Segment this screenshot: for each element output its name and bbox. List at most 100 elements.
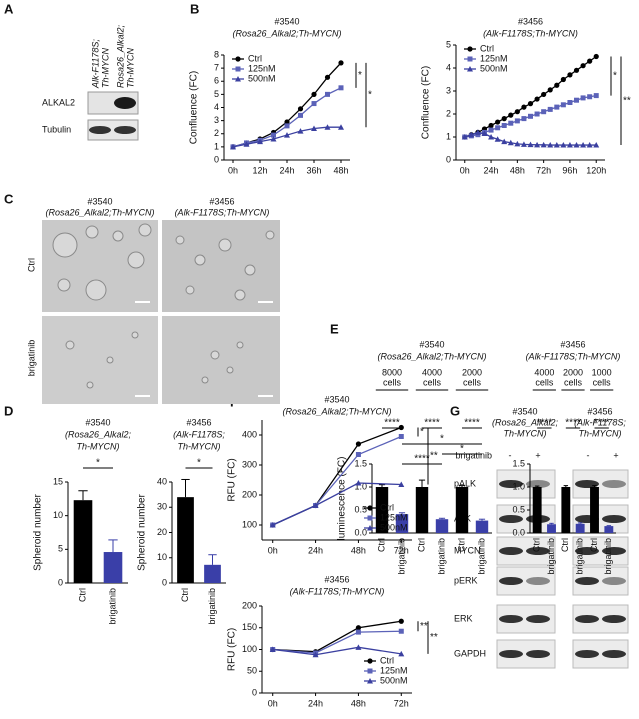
x-tick-label: Ctrl — [77, 588, 87, 602]
marker — [488, 127, 494, 133]
marker — [573, 142, 580, 148]
x-tick-label: 72h — [536, 165, 551, 175]
row-label: MYCN — [454, 545, 481, 555]
row-label: pALK — [454, 478, 476, 488]
bar — [455, 487, 469, 533]
marker — [324, 124, 331, 130]
y-tick-label: 0 — [214, 154, 219, 164]
y-tick-label: 0 — [162, 577, 167, 587]
marker — [230, 143, 236, 150]
marker — [580, 95, 586, 101]
band — [602, 577, 626, 585]
legend-label: Ctrl — [248, 53, 262, 63]
y-tick-label: 40 — [157, 476, 167, 486]
y-axis-label: luminescence (FC) — [337, 457, 348, 541]
y-tick-label: 20 — [157, 527, 167, 537]
y-tick-label: 15 — [53, 476, 63, 486]
marker — [567, 100, 573, 105]
significance-label: * — [440, 434, 444, 445]
panel-label: B — [190, 1, 199, 16]
y-axis-label: Confluence (FC) — [421, 66, 432, 139]
row-label: brigatinib — [26, 340, 36, 377]
marker — [560, 76, 566, 83]
band — [499, 515, 523, 523]
x-tick-label: 0h — [228, 165, 238, 175]
marker — [501, 116, 507, 122]
legend-label: 500nM — [480, 63, 508, 73]
marker — [324, 74, 331, 80]
chart-subtitle: (Rosa26_Alkal2;Th-MYCN) — [377, 351, 486, 361]
marker — [467, 56, 473, 62]
y-tick-label: 5 — [58, 544, 63, 554]
legend-label: 500nM — [248, 73, 276, 83]
band — [602, 480, 626, 488]
series-line — [272, 646, 402, 656]
chart-title: #3540 — [324, 394, 349, 404]
marker — [534, 141, 541, 148]
marker — [235, 66, 241, 72]
x-tick-label: brigatinib — [396, 538, 406, 575]
column-title: Th-MYCN) — [579, 428, 622, 438]
row-label: ALKAL2 — [42, 97, 75, 107]
marker — [311, 91, 317, 97]
marker — [541, 91, 547, 98]
marker — [527, 141, 534, 148]
image — [162, 316, 280, 404]
y-tick-label: 200 — [242, 600, 257, 610]
marker — [311, 101, 317, 107]
marker — [508, 112, 514, 118]
marker — [269, 646, 276, 652]
group-label: 4000 — [534, 367, 554, 377]
marker — [520, 141, 527, 147]
chart-subtitle: (Alk-F1178S;Th-MYCN) — [526, 351, 621, 361]
y-tick-label: 100 — [242, 519, 257, 529]
marker — [271, 132, 276, 138]
x-tick-label: Ctrl — [456, 538, 466, 552]
band — [602, 515, 626, 523]
marker — [514, 109, 520, 115]
marker — [514, 118, 520, 124]
marker — [587, 58, 593, 64]
blot-g: #3540 (Rosa26_Alkal2; Th-MYCN) #3456 (Al… — [454, 406, 629, 669]
band — [526, 615, 550, 623]
x-tick-label: 36h — [306, 165, 321, 175]
y-tick-label: 0.0 — [512, 527, 525, 537]
y-tick-label: 2 — [214, 128, 219, 138]
marker — [367, 525, 373, 531]
significance-label: **** — [464, 418, 480, 429]
significance-label: **** — [565, 418, 581, 429]
band — [526, 650, 550, 658]
marker — [297, 106, 304, 112]
marker — [338, 85, 344, 91]
marker — [461, 134, 468, 140]
x-tick-label: Ctrl — [532, 538, 542, 552]
bar — [415, 487, 429, 533]
series-line — [272, 620, 402, 653]
legend-label: 500nM — [380, 675, 408, 685]
x-tick-label: 72h — [394, 698, 409, 708]
panel-label: D — [4, 403, 13, 418]
marker — [507, 139, 514, 146]
chart-subtitle: (Rosa26_Alkal2;Th-MYCN) — [282, 406, 391, 416]
marker — [355, 625, 362, 631]
significance-label: ** — [430, 632, 438, 643]
marker — [547, 142, 554, 148]
band — [602, 650, 626, 658]
x-tick-label: 0h — [460, 165, 470, 175]
chart-subtitle: (Rosa26_Alkal2; — [65, 429, 132, 439]
significance-label: * — [368, 90, 372, 101]
x-tick-label: 48h — [510, 165, 525, 175]
marker — [298, 112, 303, 118]
marker — [488, 134, 495, 140]
significance-label: * — [358, 70, 362, 81]
marker — [367, 668, 373, 674]
x-tick-label: 0h — [268, 698, 278, 708]
significance-label: * — [420, 427, 424, 438]
marker — [541, 109, 547, 115]
bar — [590, 487, 599, 533]
y-tick-label: 10 — [53, 510, 63, 520]
legend-label: 125nM — [380, 665, 408, 675]
row-label: Tubulin — [42, 124, 71, 134]
y-tick-label: 300 — [242, 459, 257, 469]
marker — [270, 136, 277, 142]
